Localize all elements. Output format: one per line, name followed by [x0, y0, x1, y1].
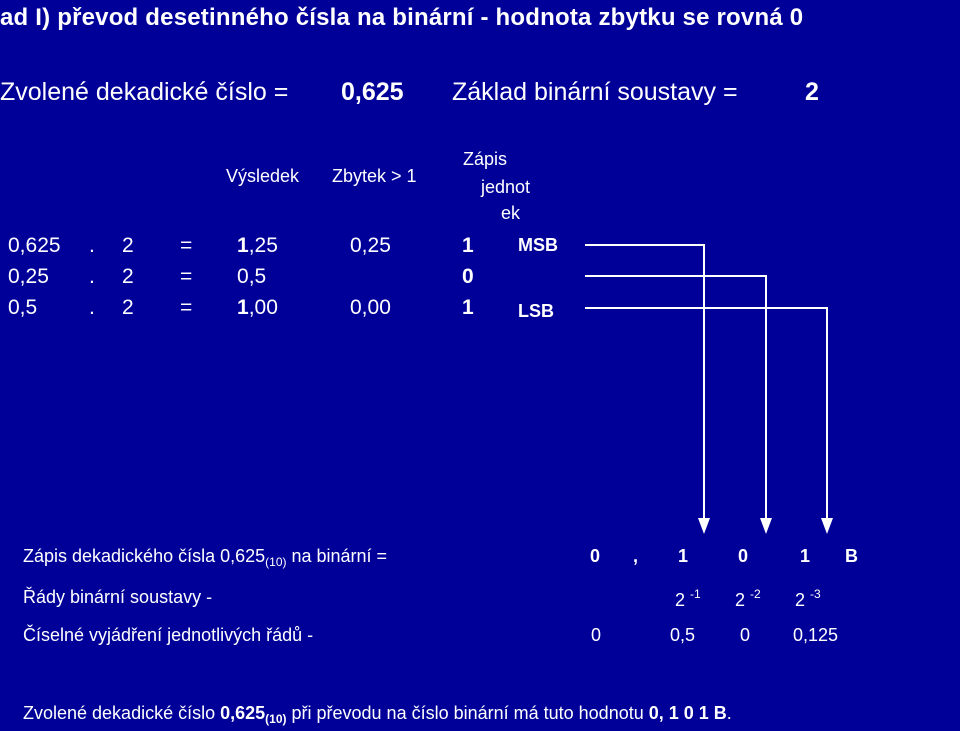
order-3-exp: -3	[810, 587, 821, 601]
lsb-connector-line	[585, 307, 828, 522]
arrowhead-1	[698, 518, 710, 534]
final-statement: Zvolené dekadické číslo 0,625(10) při př…	[23, 703, 732, 726]
row3-remainder: 0,00	[350, 296, 391, 319]
row1-bit: 1	[462, 234, 474, 257]
lsb-label: LSB	[518, 301, 554, 321]
final-number: 0,625	[220, 703, 266, 723]
msb-connector-line	[585, 244, 705, 522]
header-record-line3: ek	[501, 203, 521, 223]
row2-result-int: 0	[237, 265, 249, 288]
row2-dot: .	[89, 265, 95, 288]
value-item-4: 0,125	[793, 625, 839, 645]
record-digit-2: 0	[738, 546, 749, 566]
record-digit-3: 1	[800, 546, 811, 566]
value-item-3: 0	[740, 625, 751, 645]
row3-result-frac: ,00	[248, 296, 278, 319]
record-label: Zápis dekadického čísla 0,625(10) na bin…	[23, 546, 387, 569]
record-comma: ,	[633, 546, 639, 566]
row1-number: 0,625	[8, 234, 61, 257]
order-1-exp: -1	[690, 587, 701, 601]
row2-result-frac: ,5	[248, 265, 267, 288]
orders-label: Řády binární soustavy -	[23, 587, 213, 607]
arrowhead-3	[821, 518, 833, 534]
values-label: Číselné vyjádření jednotlivých řádů -	[23, 625, 314, 645]
order-3: 2 -3	[795, 587, 821, 611]
row3-result-int: 1	[237, 296, 249, 319]
record-text: Zápis dekadického čísla 0,625	[23, 546, 266, 566]
row1-dot: .	[89, 234, 95, 257]
row3-multiplier: 2	[122, 296, 134, 319]
order-3-base: 2	[795, 590, 806, 610]
middle-connector-line	[585, 275, 767, 522]
base-value: 2	[805, 78, 819, 106]
chosen-number-label: Zvolené dekadické číslo =	[0, 78, 289, 106]
order-2: 2 -2	[735, 587, 761, 611]
row1-remainder: 0,25	[350, 234, 391, 257]
row1-result-frac: ,25	[248, 234, 278, 257]
row2-number: 0,25	[8, 265, 49, 288]
chosen-number-value: 0,625	[341, 78, 404, 106]
final-text2: při převodu na číslo binární má tuto hod…	[286, 703, 649, 723]
base-label: Základ binární soustavy =	[452, 78, 738, 106]
final-text1: Zvolené dekadické číslo	[23, 703, 221, 723]
final-sub: (10)	[265, 712, 287, 726]
final-result: 0, 1 0 1 B	[648, 703, 727, 723]
row1-result-int: 1	[237, 234, 249, 257]
record-digit-0: 0	[590, 546, 601, 566]
header-remainder: Zbytek > 1	[332, 166, 417, 186]
row3-bit: 1	[462, 296, 474, 319]
row2-bit: 0	[462, 265, 474, 288]
arrowhead-2	[760, 518, 772, 534]
order-2-base: 2	[735, 590, 746, 610]
order-1-base: 2	[675, 590, 686, 610]
row3-equals: =	[180, 296, 193, 319]
header-record-line1: Zápis	[463, 149, 508, 169]
value-item-2: 0,5	[670, 625, 696, 645]
record-digit-1: 1	[678, 546, 689, 566]
row2-result: 0,5	[237, 265, 266, 289]
row2-equals: =	[180, 265, 193, 288]
row1-result: 1,25	[237, 234, 278, 258]
header-record-line2: jednot	[481, 177, 531, 197]
record-text2: na binární =	[286, 546, 388, 566]
record-suffix-b: B	[845, 546, 858, 566]
row3-dot: .	[89, 296, 95, 319]
order-1: 2 -1	[675, 587, 701, 611]
msb-label: MSB	[518, 235, 558, 255]
page-title: ad I) převod desetinného čísla na binárn…	[0, 4, 804, 31]
row2-multiplier: 2	[122, 265, 134, 288]
final-dot: .	[726, 703, 732, 723]
row3-result: 1,00	[237, 296, 278, 320]
row3-number: 0,5	[8, 296, 38, 319]
header-result: Výsledek	[226, 166, 300, 186]
record-sub: (10)	[265, 555, 287, 569]
row1-multiplier: 2	[122, 234, 134, 257]
order-2-exp: -2	[750, 587, 761, 601]
value-item-1: 0	[591, 625, 602, 645]
row1-equals: =	[180, 234, 193, 257]
